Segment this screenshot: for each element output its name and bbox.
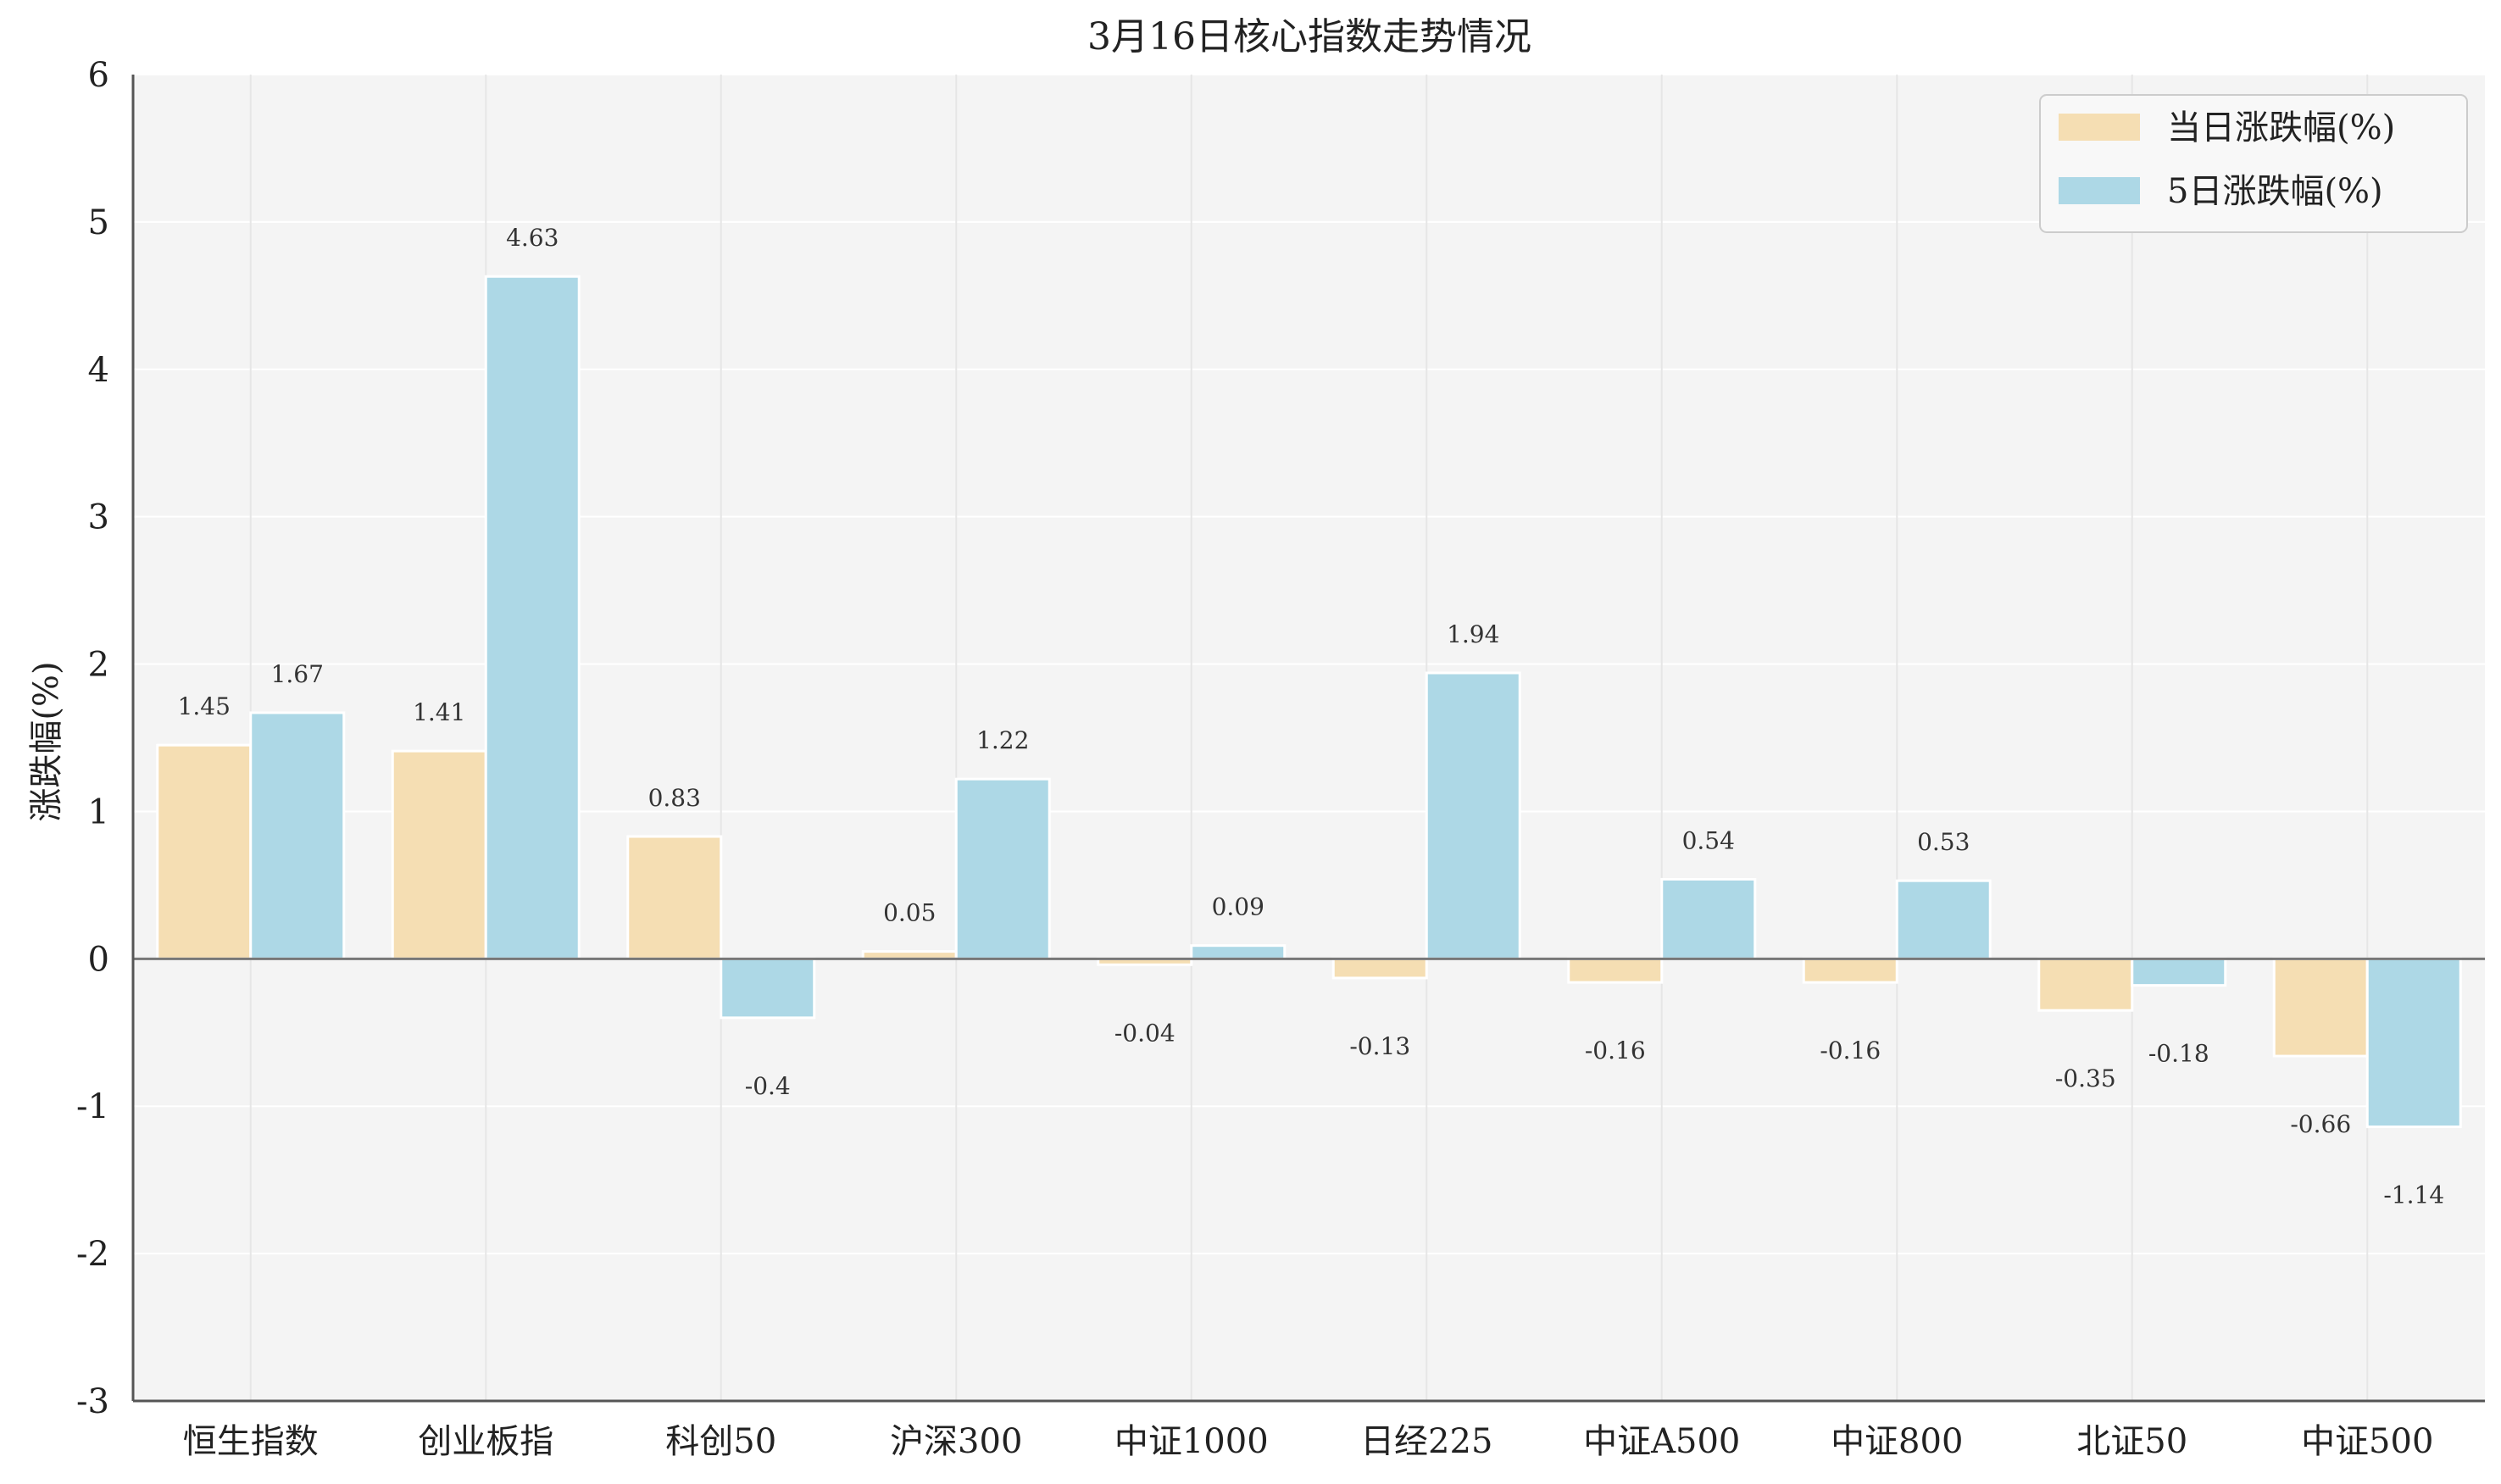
x-tick-label: 创业板指 (418, 1422, 553, 1461)
bar (484, 275, 581, 960)
bar (1190, 944, 1287, 960)
data-label: 0.05 (883, 899, 936, 927)
bar (249, 711, 346, 960)
data-label: 4.63 (506, 224, 559, 252)
bar (1425, 671, 1521, 960)
bar (1895, 879, 1992, 960)
chart-title: 3月16日核心指数走势情况 (1087, 15, 1531, 58)
bar (626, 835, 723, 960)
data-label: -0.04 (1114, 1019, 1175, 1047)
data-label: -0.16 (1820, 1037, 1881, 1064)
y-tick-label: 4 (88, 351, 109, 390)
data-label: -0.13 (1349, 1032, 1410, 1060)
y-tick-label: 0 (88, 940, 109, 979)
data-label: 0.09 (1212, 893, 1264, 921)
y-tick-label: 2 (88, 646, 109, 685)
legend-swatch (2059, 114, 2140, 141)
data-label: -0.35 (2055, 1064, 2116, 1092)
data-label: -1.14 (2383, 1181, 2444, 1209)
data-label: 1.67 (271, 660, 324, 688)
legend-box (2039, 94, 2468, 233)
x-tick-label: 中证1000 (1114, 1422, 1269, 1461)
bar (2272, 957, 2369, 1058)
data-label: -0.66 (2290, 1110, 2351, 1138)
x-tick-label: 沪深300 (890, 1422, 1022, 1461)
x-tick-label: 中证800 (1831, 1422, 1963, 1461)
data-label: 1.41 (413, 698, 465, 726)
bar (156, 743, 253, 960)
y-tick-label: -3 (76, 1382, 109, 1421)
legend: 当日涨跌幅(%) 5日涨跌幅(%) (2039, 94, 2468, 233)
data-label: 1.45 (178, 692, 231, 720)
bar (1331, 957, 1428, 980)
y-tick-label: -1 (76, 1087, 109, 1126)
x-tick-label: 中证A500 (1583, 1422, 1740, 1461)
bar (2131, 957, 2227, 987)
y-tick-label: 1 (88, 792, 109, 831)
bar (720, 957, 816, 1020)
bars-layer (156, 275, 2462, 1129)
y-tick-label: 5 (88, 203, 109, 242)
bar (2037, 957, 2134, 1012)
bar (391, 749, 487, 960)
data-label: 1.22 (976, 726, 1029, 754)
bar (1660, 877, 1757, 960)
y-tick-label: 6 (88, 56, 109, 95)
x-tick-label: 科创50 (665, 1422, 776, 1461)
axes-layer: -3 -2 -1 0 1 2 3 4 5 6 恒生指数 创业板指 科创50 沪深300 中证1000 日经22… (76, 56, 2485, 1461)
x-tick-label: 北证50 (2076, 1422, 2187, 1461)
legend-label: 当日涨跌幅(%) (2167, 108, 2395, 147)
data-label: -0.18 (2148, 1040, 2209, 1068)
y-axis-label: 涨跌幅(%) (27, 661, 66, 821)
y-tick-label: -2 (76, 1235, 109, 1274)
legend-swatch (2059, 177, 2140, 204)
y-tick-label: 3 (88, 498, 109, 537)
legend-label: 5日涨跌幅(%) (2167, 172, 2383, 211)
x-tick-label: 日经225 (1360, 1422, 1492, 1461)
data-label: 0.54 (1682, 826, 1735, 854)
x-tick-label: 恒生指数 (183, 1422, 319, 1461)
bar (1567, 957, 1664, 984)
data-label: 0.53 (1917, 828, 1970, 856)
labels-layer: 1.45 1.41 0.83 0.05 -0.04 -0.13 -0.16 -0.16 -0.3… (178, 224, 2445, 1209)
data-label: -0.16 (1585, 1037, 1646, 1064)
bar (2365, 957, 2462, 1129)
data-label: -0.4 (745, 1072, 791, 1100)
data-label: 1.94 (1447, 620, 1499, 648)
x-tick-label: 中证500 (2301, 1422, 2433, 1461)
data-label: 0.83 (648, 784, 701, 812)
bar (1802, 957, 1898, 984)
bar (954, 777, 1051, 960)
